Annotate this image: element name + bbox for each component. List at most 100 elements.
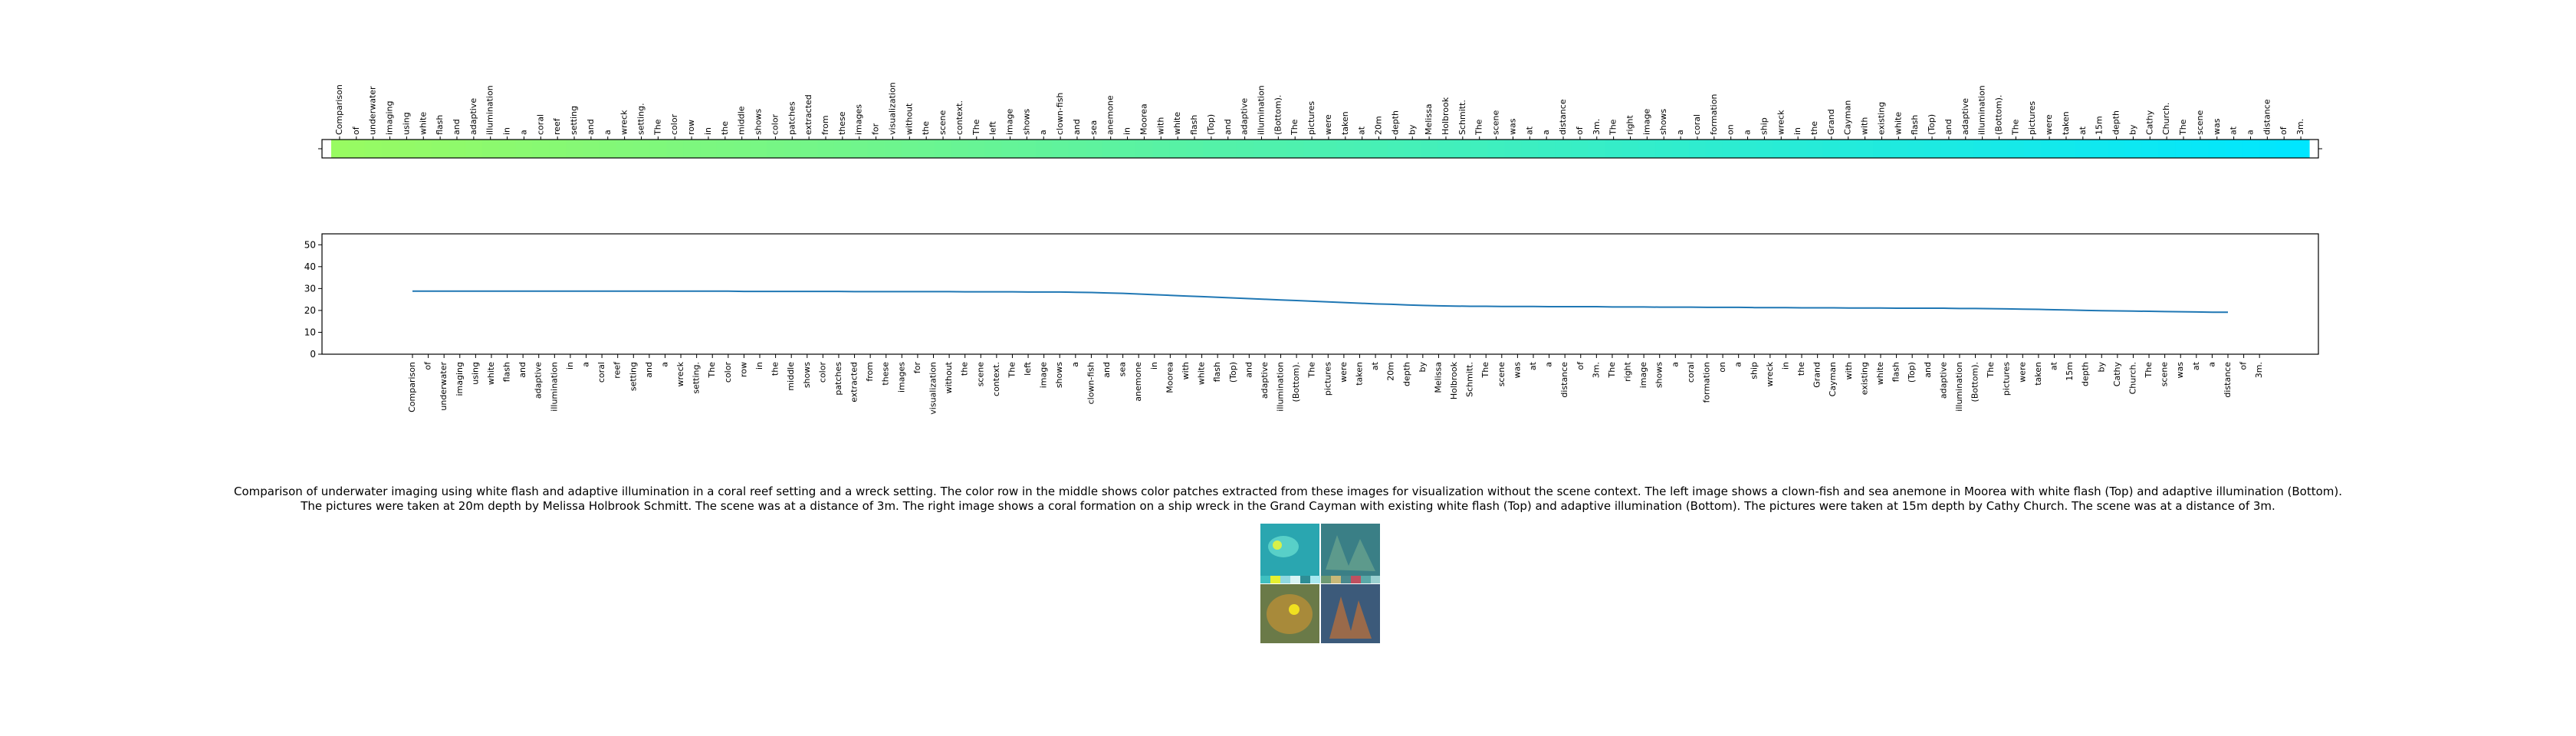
photo-bottom-left-highlight <box>1289 604 1300 615</box>
heat-cell <box>1924 140 1941 158</box>
x-tick-label: pictures <box>2002 362 2012 396</box>
patch-8 <box>1331 576 1341 583</box>
x-tick-label: a <box>1070 362 1080 367</box>
x-tick-label: at <box>1370 361 1380 370</box>
x-tick-label: Cathy <box>2112 362 2122 387</box>
heat-cell <box>2208 140 2226 158</box>
x-tick-label: Melissa <box>1433 362 1443 393</box>
heat-cell <box>1085 140 1103 158</box>
heat-cell <box>1404 140 1421 158</box>
heat-token-label: depth <box>2111 110 2121 135</box>
heat-token-label: adaptive <box>468 98 478 135</box>
heat-token-label: pictures <box>1306 101 1316 135</box>
x-tick-label: The <box>1607 362 1617 379</box>
x-tick-label: The <box>1480 362 1490 379</box>
underwater-photo-grid <box>1260 524 1380 643</box>
heat-cell <box>1538 140 1556 158</box>
x-tick-label: were <box>2017 362 2027 383</box>
x-tick-label: of <box>1576 361 1585 370</box>
y-tick-label: 10 <box>304 327 316 337</box>
patch-12 <box>1371 576 1380 583</box>
heat-cell <box>1336 140 1355 158</box>
x-tick-label: scene <box>1497 362 1506 387</box>
heat-token-label: wreck <box>619 110 629 135</box>
heat-cell <box>901 140 918 158</box>
heat-cell <box>498 140 517 158</box>
heat-cell <box>2041 140 2058 158</box>
heat-token-label: in <box>502 127 512 135</box>
heat-token-label: Comparison <box>334 84 344 135</box>
line-plot-frame <box>321 233 2319 355</box>
x-tick-label: shows <box>1654 362 1664 388</box>
heat-cell <box>364 140 383 158</box>
heat-cell <box>1035 140 1053 158</box>
heat-token-label: adaptive <box>1960 98 1970 135</box>
heat-cell <box>2175 140 2193 158</box>
heat-token-label: of <box>351 126 361 135</box>
heat-token-label: scene <box>938 110 948 135</box>
heat-cell <box>884 140 902 158</box>
heat-cell <box>549 140 567 158</box>
patch-11 <box>1361 576 1371 583</box>
x-tick-label: existing <box>1859 362 1869 395</box>
heat-token-label: by <box>1407 124 1417 135</box>
line-series <box>412 290 2228 314</box>
x-tick-label: of <box>2239 361 2249 370</box>
heat-token-label: distance <box>2262 99 2272 135</box>
heat-cell <box>2275 140 2293 158</box>
x-tick-label: Schmitt. <box>1465 362 1475 397</box>
heat-token-label: clown-fish <box>1055 93 1065 135</box>
heat-cell <box>2292 140 2310 158</box>
heat-token-label: The <box>971 119 981 136</box>
heat-cell <box>700 140 718 158</box>
heat-cell <box>2158 140 2176 158</box>
heat-token-label: The <box>1290 119 1300 136</box>
heat-token-label: distance <box>1558 99 1568 135</box>
heat-token-label: The <box>1608 119 1618 136</box>
heat-cell <box>2058 140 2075 158</box>
patch-5 <box>1300 576 1310 583</box>
heat-token-label: (Top) <box>1206 114 1216 135</box>
x-tick-label: a <box>1733 362 1743 367</box>
x-tick-label: of <box>423 361 433 370</box>
patch-10 <box>1351 576 1361 583</box>
heat-token-label: coral <box>1692 114 1702 135</box>
heat-cell <box>716 140 734 158</box>
heat-token-label: underwater <box>368 86 378 135</box>
heat-cell <box>1421 140 1438 158</box>
x-tick-label: white <box>1875 362 1885 385</box>
line-x-ticks: Comparison of underwater imaging using white f… <box>407 354 2264 415</box>
heat-token-label: white <box>1893 112 1903 135</box>
heat-token-label: with <box>1860 117 1870 135</box>
x-tick-label: using <box>470 362 480 385</box>
x-tick-label: shows <box>802 362 812 388</box>
heat-token-label: a <box>1743 130 1753 135</box>
heat-cell <box>1773 140 1790 158</box>
x-tick-label: context. <box>991 362 1001 396</box>
x-tick-label: extracted <box>849 362 859 402</box>
x-tick-label: white <box>486 362 496 385</box>
heat-token-label: in <box>703 127 713 135</box>
y-tick-label: 50 <box>304 239 316 250</box>
heat-token-label: coral <box>535 114 545 135</box>
heat-cell <box>1454 140 1472 158</box>
patch-4 <box>1290 576 1300 583</box>
heat-cell <box>951 140 969 158</box>
heat-cell <box>784 140 801 158</box>
heat-cell <box>2259 140 2276 158</box>
x-tick-label: the <box>960 362 970 376</box>
x-tick-label: flash <box>502 362 512 382</box>
x-tick-label: at <box>2191 361 2201 370</box>
x-tick-label: wreck <box>675 361 685 386</box>
heat-token-label: scene <box>1491 110 1501 135</box>
heat-token-label: row <box>686 120 696 135</box>
x-tick-label: from <box>865 362 875 382</box>
heat-token-label: reef <box>552 117 562 135</box>
x-tick-label: imaging <box>455 362 465 396</box>
heat-cell <box>481 140 500 158</box>
heat-token-label: pictures <box>2027 101 2037 135</box>
heatmap-token-labels: Comparison of underwater imaging using white f… <box>334 82 2305 140</box>
heat-token-label: left <box>988 120 998 135</box>
heat-cell <box>1890 140 1907 158</box>
